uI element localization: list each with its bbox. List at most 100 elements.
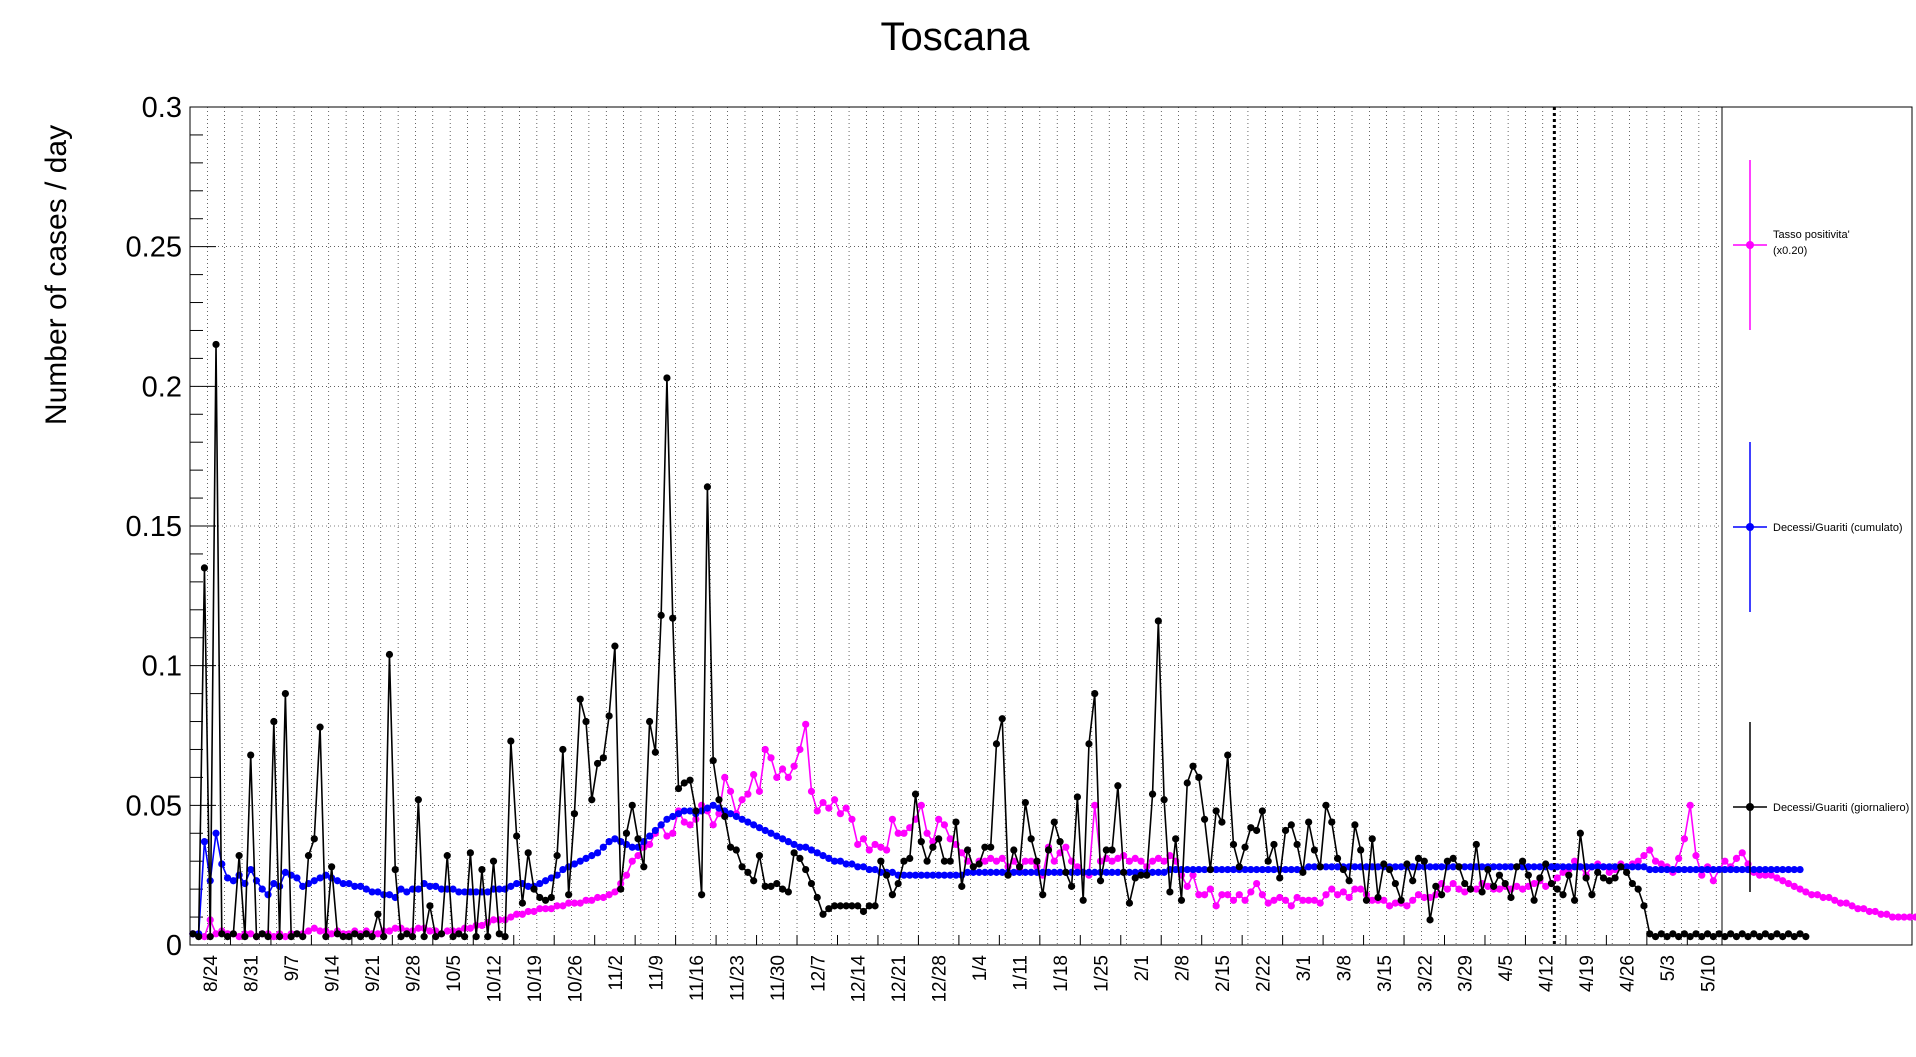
data-point <box>1409 896 1417 904</box>
data-point <box>339 879 347 888</box>
data-point <box>1657 860 1665 868</box>
data-point <box>1553 885 1561 893</box>
data-point <box>536 893 544 902</box>
data-point <box>576 857 584 865</box>
data-point <box>646 717 654 726</box>
data-point <box>1200 815 1209 823</box>
data-point <box>1490 863 1498 871</box>
data-point <box>513 910 521 918</box>
data-point <box>1472 840 1480 849</box>
data-point <box>709 821 717 829</box>
data-point <box>784 888 792 896</box>
x-tick-label: 10/5 <box>444 955 465 992</box>
data-point <box>1657 930 1665 938</box>
data-point <box>1212 807 1220 815</box>
data-point <box>680 779 688 787</box>
data-point <box>767 754 775 762</box>
data-point <box>333 930 342 938</box>
data-point <box>1565 871 1573 879</box>
data-point <box>1091 868 1099 876</box>
data-point <box>611 835 619 843</box>
data-point <box>582 717 590 726</box>
data-point <box>854 840 862 849</box>
data-point <box>466 849 474 857</box>
data-point <box>1125 899 1134 907</box>
data-point <box>1044 846 1053 854</box>
data-point <box>963 868 972 876</box>
data-point <box>969 868 977 876</box>
data-point <box>1189 865 1197 874</box>
data-point <box>1692 930 1700 938</box>
x-tick-label: 12/7 <box>808 955 829 992</box>
y-tick-label: 0.3 <box>142 92 182 124</box>
data-point <box>368 933 376 941</box>
data-point <box>541 905 550 913</box>
data-point <box>726 843 735 851</box>
data-point <box>426 902 434 910</box>
data-point <box>1391 879 1399 888</box>
data-point <box>1559 863 1567 871</box>
legend: Tasso positivita' (x0.20) Decessi/Guariti … <box>1733 160 1909 892</box>
data-point <box>1241 843 1249 851</box>
data-point <box>819 910 827 918</box>
data-point <box>391 924 399 932</box>
data-point <box>900 829 908 837</box>
data-point <box>437 930 446 938</box>
data-point <box>484 888 492 896</box>
data-point <box>1825 893 1833 902</box>
data-point <box>796 745 804 754</box>
data-point <box>478 921 486 930</box>
data-point <box>1860 905 1868 913</box>
data-point <box>1773 874 1781 882</box>
data-point <box>657 611 665 619</box>
data-point <box>1727 930 1735 938</box>
data-point <box>281 868 289 876</box>
data-point <box>680 818 688 826</box>
data-point <box>1050 857 1058 865</box>
data-point <box>726 787 735 795</box>
x-tick-label: 4/19 <box>1577 955 1598 992</box>
data-point <box>1790 865 1798 874</box>
data-point <box>923 871 931 879</box>
data-point <box>784 773 792 782</box>
x-tick-label: 2/8 <box>1172 955 1193 981</box>
data-point <box>935 815 943 823</box>
data-point <box>663 815 671 823</box>
data-point <box>1790 933 1798 941</box>
data-point <box>836 902 844 910</box>
data-point <box>1212 902 1220 910</box>
data-point <box>1391 863 1399 871</box>
data-point <box>1594 868 1602 876</box>
data-point <box>576 695 584 703</box>
data-point <box>1085 868 1093 876</box>
data-point <box>1819 893 1827 902</box>
data-point <box>1108 857 1116 865</box>
data-point <box>755 852 764 860</box>
data-point <box>628 857 636 865</box>
data-point <box>1172 865 1180 874</box>
data-point <box>258 930 266 938</box>
data-point <box>1021 868 1029 876</box>
data-point <box>1461 863 1469 871</box>
data-point <box>518 899 527 907</box>
data-point <box>281 933 289 941</box>
data-point <box>310 835 318 843</box>
data-point <box>1738 930 1746 938</box>
x-tick-label: 2/22 <box>1253 955 1274 992</box>
data-point <box>270 933 278 941</box>
data-point <box>1900 913 1908 921</box>
data-point <box>981 868 989 876</box>
data-point <box>940 857 949 865</box>
data-point <box>1750 930 1758 938</box>
data-point <box>1322 863 1330 871</box>
data-point <box>229 877 237 885</box>
data-point <box>825 854 833 863</box>
data-point <box>1328 863 1336 871</box>
data-point <box>1177 896 1186 904</box>
data-point <box>1362 896 1371 904</box>
data-point <box>1732 865 1741 874</box>
data-point <box>1079 896 1087 904</box>
data-point <box>1143 871 1151 879</box>
data-point <box>229 930 237 938</box>
